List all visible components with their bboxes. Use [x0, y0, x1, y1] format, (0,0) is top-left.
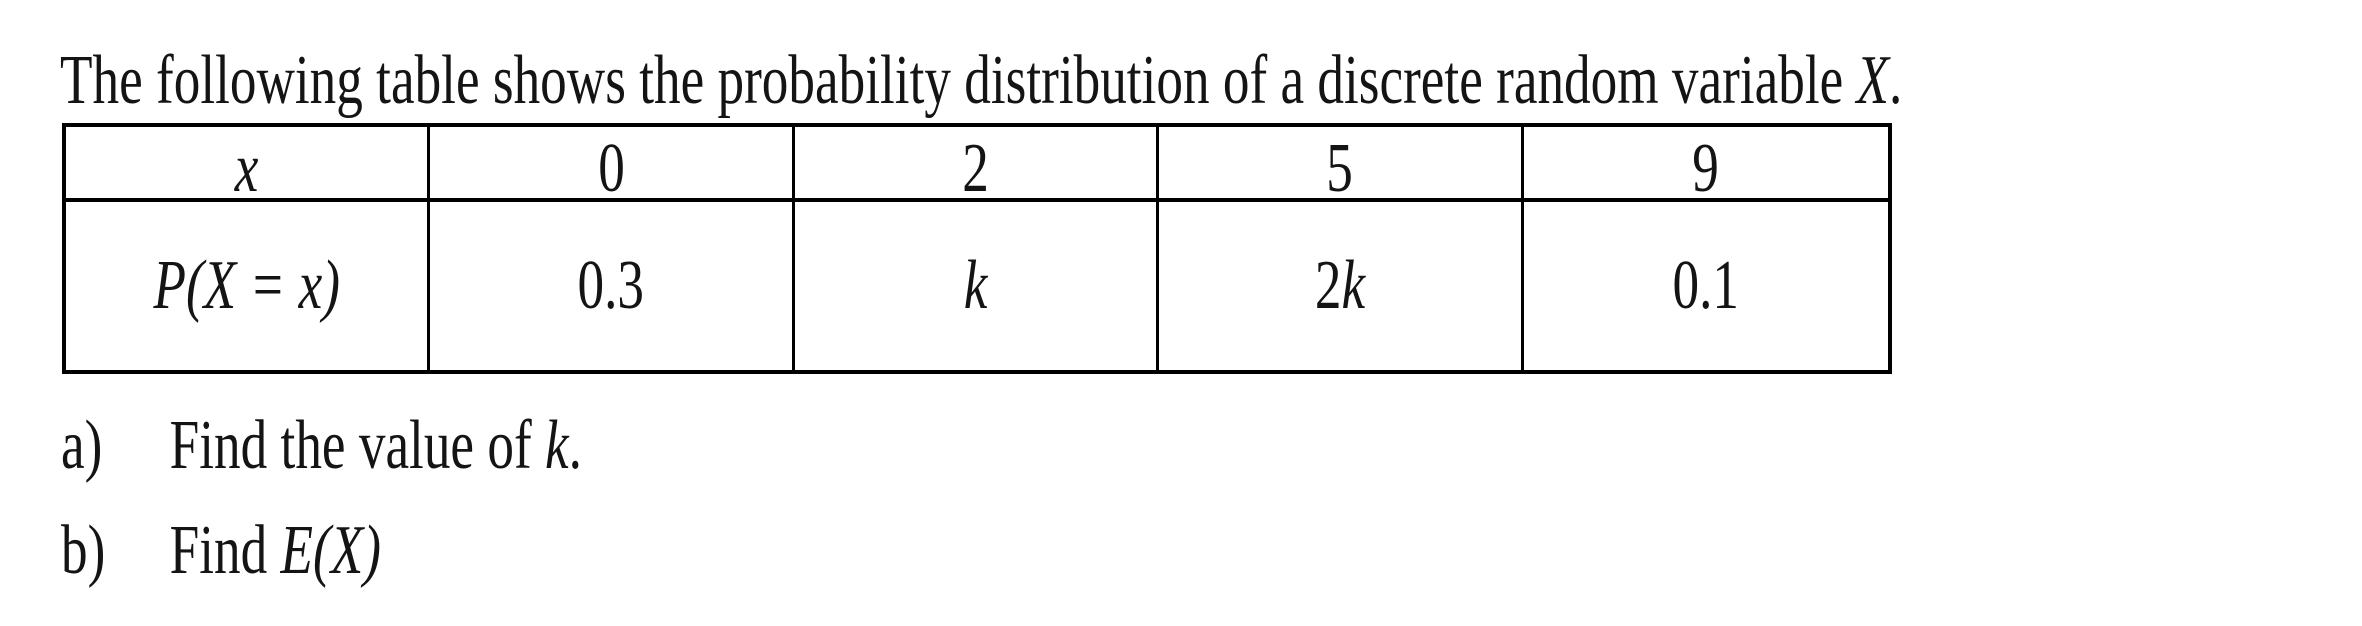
probability-cell-9: 0.1: [1524, 202, 1888, 370]
probability-value-0: 0.3: [577, 247, 645, 324]
probability-distribution-table: x 0 2 5 9 P(X = x) 0.3 k 2k 0.1: [62, 123, 1892, 374]
probability-value-9: 0.1: [1672, 247, 1740, 324]
problem-statement-text: The following table shows the probabilit…: [60, 42, 1857, 119]
question-b-marker: b): [61, 512, 106, 589]
x-value-5: 5: [1326, 129, 1354, 202]
question-a-marker: a): [61, 407, 103, 484]
question-b-text: Find E(X): [170, 516, 381, 586]
x-header-cell: x: [66, 127, 431, 202]
x-value-cell-9: 9: [1523, 127, 1888, 202]
probability-label: P(X = x): [153, 247, 340, 324]
x-value-2: 2: [962, 129, 989, 202]
question-b-pre: Find: [169, 512, 281, 589]
question-b: b) Find E(X): [61, 516, 381, 586]
probability-cell-5: 2k: [1159, 202, 1524, 370]
x-value-cell-0: 0: [430, 127, 795, 202]
question-a-period: .: [568, 407, 582, 484]
x-value-cell-5: 5: [1159, 127, 1524, 202]
probability-label-cell: P(X = x): [66, 202, 431, 370]
problem-statement: The following table shows the probabilit…: [60, 46, 1902, 116]
question-a-text: Find the value of k.: [170, 411, 582, 481]
coefficient-2: 2: [1314, 247, 1342, 324]
probability-value-5: 2k: [1315, 251, 1365, 321]
probability-cell-2: k: [795, 202, 1160, 370]
question-a-pre: Find the value of: [169, 407, 545, 484]
question-a: a) Find the value of k.: [61, 411, 582, 481]
x-value-cell-2: 2: [794, 127, 1160, 202]
x-value-9: 9: [1692, 129, 1720, 202]
question-b-expectation: E(X): [280, 512, 381, 589]
question-a-variable: k: [544, 407, 569, 484]
problem-statement-period: .: [1889, 42, 1903, 119]
x-value-0: 0: [597, 129, 625, 202]
random-variable-symbol: X: [1856, 42, 1890, 119]
probability-value-2: k: [963, 247, 988, 324]
probability-cell-0: 0.3: [430, 202, 795, 370]
x-symbol: x: [234, 129, 259, 202]
variable-k: k: [1341, 247, 1365, 324]
